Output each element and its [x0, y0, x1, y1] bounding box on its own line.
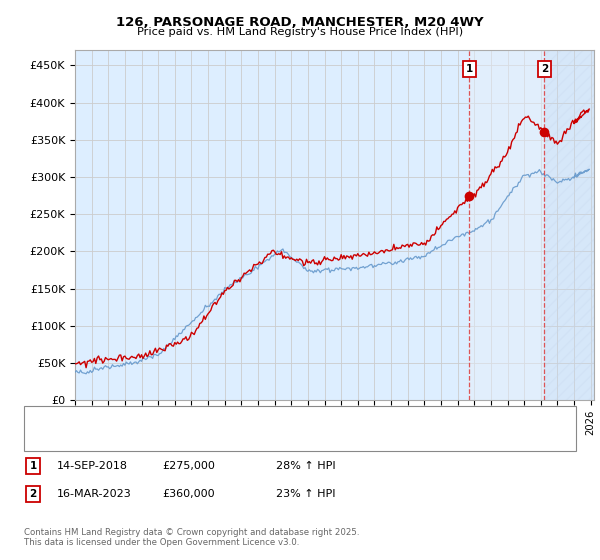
Text: 2: 2 [29, 489, 37, 499]
Text: 23% ↑ HPI: 23% ↑ HPI [276, 489, 335, 499]
Text: Price paid vs. HM Land Registry's House Price Index (HPI): Price paid vs. HM Land Registry's House … [137, 27, 463, 37]
Bar [469, 50, 544, 400]
Bar [544, 50, 594, 400]
Text: 28% ↑ HPI: 28% ↑ HPI [276, 461, 335, 471]
Text: 16-MAR-2023: 16-MAR-2023 [57, 489, 132, 499]
Legend: 126, PARSONAGE ROAD, MANCHESTER, M20 4WY (semi-detached house), HPI: Average pri: 126, PARSONAGE ROAD, MANCHESTER, M20 4WY… [35, 413, 430, 445]
Text: Contains HM Land Registry data © Crown copyright and database right 2025.
This d: Contains HM Land Registry data © Crown c… [24, 528, 359, 547]
Text: 126, PARSONAGE ROAD, MANCHESTER, M20 4WY: 126, PARSONAGE ROAD, MANCHESTER, M20 4WY [116, 16, 484, 29]
Text: £275,000: £275,000 [162, 461, 215, 471]
Text: 14-SEP-2018: 14-SEP-2018 [57, 461, 128, 471]
Text: 1: 1 [466, 64, 473, 74]
Text: 1: 1 [29, 461, 37, 471]
Text: £360,000: £360,000 [162, 489, 215, 499]
Text: 2: 2 [541, 64, 548, 74]
